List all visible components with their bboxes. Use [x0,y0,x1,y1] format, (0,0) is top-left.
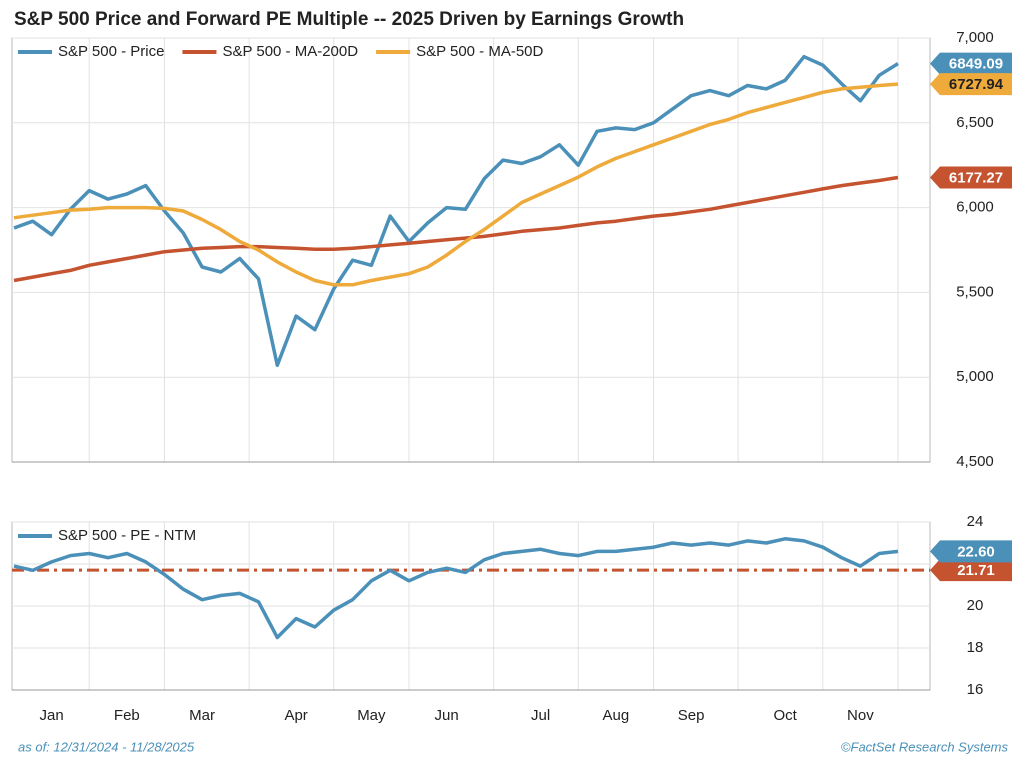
value-flag [930,73,1012,96]
x-tick-label: Nov [847,707,874,724]
x-tick-label: Jul [531,707,550,724]
y-tick-label: 4,500 [956,453,994,470]
value-flag-label: 22.60 [957,543,995,560]
legend-label: S&P 500 - PE - NTM [58,527,196,544]
value-flag-label: 6727.94 [949,76,1004,93]
series-line [13,175,899,283]
footer-left: as of: 12/31/2024 - 11/28/2025 [18,739,195,754]
y-tick-label: 6,000 [956,199,994,216]
legend-label: S&P 500 - MA-50D [416,43,543,60]
x-tick-label: Jun [435,707,459,724]
footer-right: ©FactSet Research Systems [841,739,1009,754]
x-tick-label: Sep [678,707,705,724]
series-line [13,54,899,368]
y-tick-label: 18 [967,639,984,656]
value-flag [930,540,1012,563]
legend-label: S&P 500 - Price [58,43,164,60]
y-tick-label: 24 [967,513,984,530]
x-tick-label: Mar [189,707,215,724]
y-tick-label: 6,500 [956,114,994,131]
value-flag [930,52,1012,75]
series-line [13,82,899,287]
x-tick-label: Oct [773,707,797,724]
y-tick-label: 20 [967,597,984,614]
legend-label: S&P 500 - MA-200D [222,43,358,60]
series-line [13,537,899,640]
y-tick-label: 7,000 [956,29,994,46]
x-tick-label: May [357,707,386,724]
x-tick-label: Aug [603,707,630,724]
x-tick-label: Feb [114,707,140,724]
value-flag [930,559,1012,582]
value-flag-label: 21.71 [957,562,995,579]
value-flag-label: 6177.27 [949,170,1003,187]
x-tick-label: Jan [40,707,64,724]
y-tick-label: 5,500 [956,283,994,300]
chart-title: S&P 500 Price and Forward PE Multiple --… [14,9,684,30]
x-tick-label: Apr [284,707,307,724]
y-tick-label: 5,000 [956,368,994,385]
value-flag [930,166,1012,189]
value-flag-label: 6849.09 [949,56,1003,73]
y-tick-label: 16 [967,681,984,698]
